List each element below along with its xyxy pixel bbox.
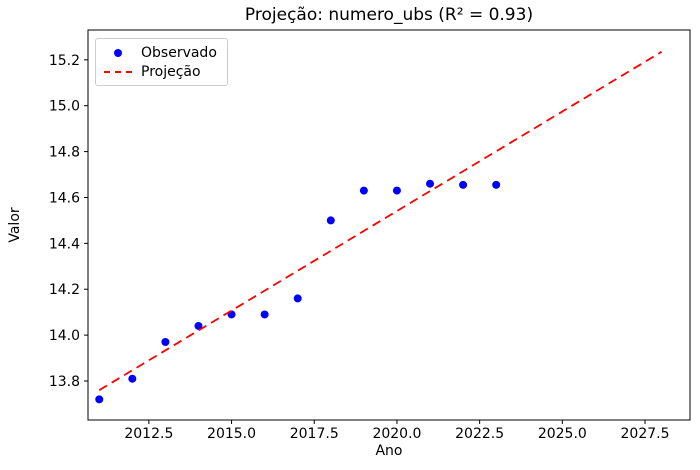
svg-text:2020.0: 2020.0 bbox=[372, 426, 421, 442]
svg-text:14.4: 14.4 bbox=[49, 236, 80, 252]
svg-text:15.0: 15.0 bbox=[49, 99, 80, 115]
legend-label: Observado bbox=[141, 44, 217, 61]
svg-text:14.6: 14.6 bbox=[49, 190, 80, 206]
svg-text:2015.0: 2015.0 bbox=[207, 426, 256, 442]
svg-text:2027.5: 2027.5 bbox=[621, 426, 670, 442]
x-axis-label: Ano bbox=[375, 443, 403, 459]
svg-text:14.2: 14.2 bbox=[49, 282, 80, 298]
legend-item-projecao: Projeção bbox=[103, 62, 217, 81]
scatter-dot-icon bbox=[114, 48, 122, 57]
chart-title: Projeção: numero_ubs (R² = 0.93) bbox=[244, 5, 534, 25]
svg-text:14.8: 14.8 bbox=[49, 145, 80, 161]
svg-text:15.2: 15.2 bbox=[49, 53, 80, 69]
svg-text:2017.5: 2017.5 bbox=[290, 426, 339, 442]
svg-text:2012.5: 2012.5 bbox=[124, 426, 173, 442]
svg-text:14.0: 14.0 bbox=[49, 328, 80, 344]
legend-marker-cell bbox=[103, 48, 133, 57]
y-axis-label: Valor bbox=[7, 207, 23, 243]
dashed-line-icon bbox=[104, 70, 132, 73]
legend-item-observado: Observado bbox=[103, 43, 217, 62]
svg-text:13.8: 13.8 bbox=[49, 374, 80, 390]
svg-text:2022.5: 2022.5 bbox=[455, 426, 504, 442]
svg-text:2025.0: 2025.0 bbox=[538, 426, 587, 442]
legend: Observado Projeção bbox=[95, 38, 228, 86]
legend-marker-cell bbox=[103, 70, 133, 73]
legend-label: Projeção bbox=[141, 63, 201, 80]
